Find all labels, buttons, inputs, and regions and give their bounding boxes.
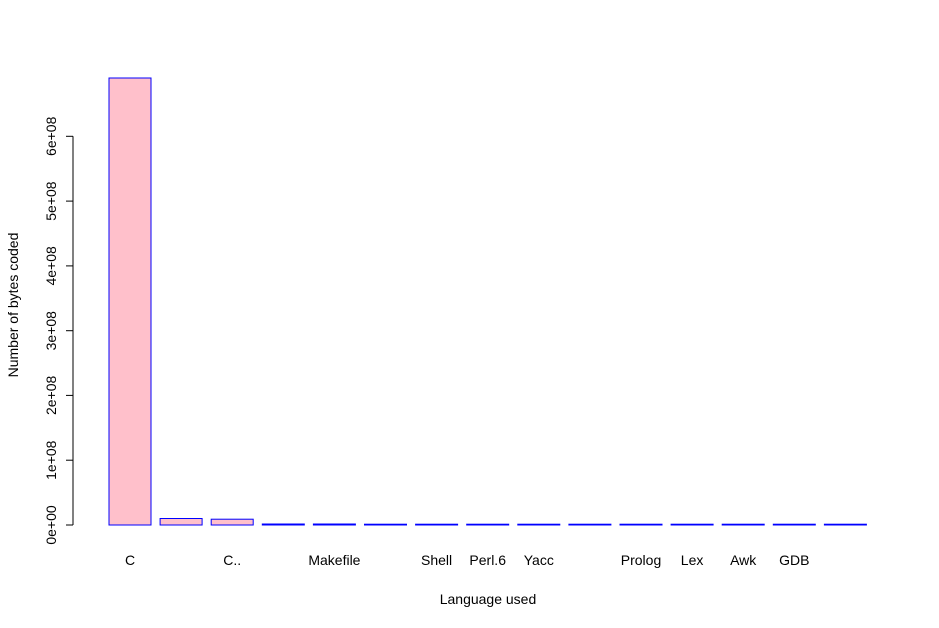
y-tick-label-5: 5e+08: [43, 181, 59, 221]
y-axis-label: Number of bytes coded: [5, 233, 21, 378]
y-tick-label-1: 1e+08: [43, 440, 59, 480]
y-tick-label-0: 0e+00: [43, 505, 59, 545]
bar-14: [823, 523, 867, 526]
x-tick-label-11: Lex: [681, 552, 704, 568]
x-tick-label-6: Shell: [421, 552, 452, 568]
bar-7: [466, 523, 510, 526]
x-tick-label-4: Makefile: [308, 552, 360, 568]
bars-group: [108, 77, 867, 526]
bar-3: [261, 523, 305, 526]
bar-8: [517, 523, 561, 526]
bar-4: [312, 523, 356, 526]
x-tick-label-0: C: [125, 552, 135, 568]
bar-5: [364, 523, 407, 526]
bar-1: [159, 518, 203, 526]
x-tick-label-13: GDB: [779, 552, 809, 568]
bar-6: [415, 523, 459, 526]
y-tick-label-2: 2e+08: [43, 376, 59, 416]
bar-10: [619, 523, 663, 526]
x-tick-label-2: C..: [223, 552, 241, 568]
bar-9: [568, 523, 612, 526]
x-tick-label-12: Awk: [730, 552, 757, 568]
bar-0: [108, 77, 152, 526]
x-axis-label: Language used: [440, 591, 537, 607]
y-tick-label-4: 4e+08: [43, 246, 59, 286]
x-tick-label-7: Perl.6: [469, 552, 506, 568]
bar-13: [772, 523, 816, 526]
bar-12: [721, 523, 765, 526]
y-axis: 0e+00 1e+08 2e+08 3e+08 4e+08 5e+08 6e+08: [43, 116, 74, 545]
x-tick-label-10: Prolog: [621, 552, 661, 568]
y-tick-label-6: 6e+08: [43, 116, 59, 156]
x-tick-labels: C C.. Makefile Shell Perl.6 Yacc Prolog Lex Awk G…: [125, 552, 810, 568]
bar-2: [210, 518, 254, 526]
y-tick-label-3: 3e+08: [43, 311, 59, 351]
bar-11: [670, 523, 714, 526]
x-tick-label-8: Yacc: [524, 552, 554, 568]
